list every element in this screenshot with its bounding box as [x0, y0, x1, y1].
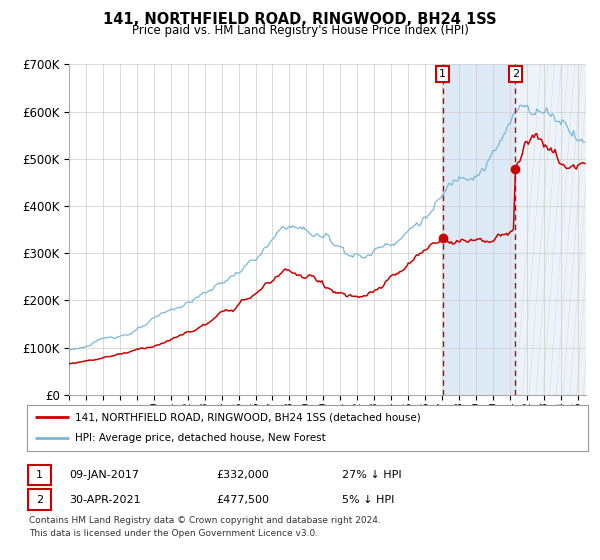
Text: 27% ↓ HPI: 27% ↓ HPI	[342, 470, 401, 480]
Text: 141, NORTHFIELD ROAD, RINGWOOD, BH24 1SS: 141, NORTHFIELD ROAD, RINGWOOD, BH24 1SS	[103, 12, 497, 27]
Bar	[515, 64, 586, 395]
Text: 30-APR-2021: 30-APR-2021	[69, 494, 140, 505]
Text: 5% ↓ HPI: 5% ↓ HPI	[342, 494, 394, 505]
Text: £477,500: £477,500	[216, 494, 269, 505]
Text: Price paid vs. HM Land Registry's House Price Index (HPI): Price paid vs. HM Land Registry's House …	[131, 24, 469, 36]
Text: 2: 2	[512, 69, 519, 79]
Text: Contains HM Land Registry data © Crown copyright and database right 2024.: Contains HM Land Registry data © Crown c…	[29, 516, 380, 525]
Text: HPI: Average price, detached house, New Forest: HPI: Average price, detached house, New …	[74, 433, 325, 444]
Text: 141, NORTHFIELD ROAD, RINGWOOD, BH24 1SS (detached house): 141, NORTHFIELD ROAD, RINGWOOD, BH24 1SS…	[74, 412, 421, 422]
Text: 2: 2	[36, 494, 43, 505]
Text: 1: 1	[439, 69, 446, 79]
Text: 09-JAN-2017: 09-JAN-2017	[69, 470, 139, 480]
Bar	[443, 64, 515, 395]
Text: 1: 1	[36, 470, 43, 480]
Text: This data is licensed under the Open Government Licence v3.0.: This data is licensed under the Open Gov…	[29, 529, 318, 538]
Text: £332,000: £332,000	[216, 470, 269, 480]
